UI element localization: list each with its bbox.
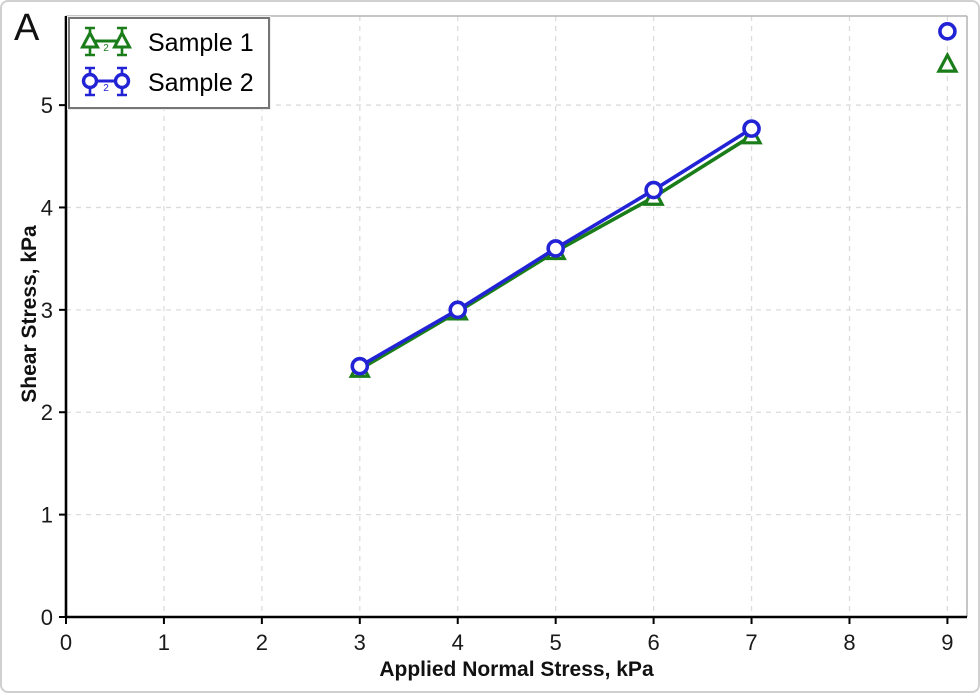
plot-frame: [66, 15, 968, 617]
svg-text:4: 4: [41, 195, 53, 220]
panel-label: A: [14, 7, 40, 49]
legend: 2 Sample 1 2 Sample 2: [68, 17, 270, 109]
svg-text:3: 3: [354, 630, 366, 655]
svg-text:8: 8: [843, 630, 855, 655]
legend-label-sample-1: Sample 1: [148, 28, 254, 57]
triangle-error-bar-icon: 2: [79, 26, 133, 57]
svg-text:0: 0: [60, 630, 72, 655]
svg-text:1: 1: [158, 630, 170, 655]
tick-marks-and-labels: 0 1 2 3 4 5 6 7 8 9 0 1 2 3 4 5: [41, 93, 954, 655]
svg-text:4: 4: [452, 630, 464, 655]
svg-text:0: 0: [41, 605, 53, 630]
svg-text:3: 3: [41, 298, 53, 323]
gridlines: [66, 16, 967, 617]
axes: [64, 16, 967, 619]
circle-error-bar-icon: 2: [81, 66, 131, 97]
svg-text:1: 1: [41, 503, 53, 528]
svg-text:5: 5: [550, 630, 562, 655]
svg-text:2: 2: [103, 83, 109, 94]
svg-text:5: 5: [41, 93, 53, 118]
legend-item-sample-2: 2 Sample 2: [78, 63, 254, 103]
x-axis-title: Applied Normal Stress, kPa: [379, 658, 654, 681]
series-sample-2: [350, 22, 957, 376]
svg-text:6: 6: [647, 630, 659, 655]
y-axis-title: Shear Stress, kPa: [18, 225, 41, 403]
svg-text:7: 7: [745, 630, 757, 655]
svg-text:2: 2: [256, 630, 268, 655]
svg-text:2: 2: [41, 400, 53, 425]
svg-text:9: 9: [941, 630, 953, 655]
svg-text:2: 2: [103, 43, 109, 54]
legend-item-sample-1: 2 Sample 1: [78, 23, 254, 63]
legend-label-sample-2: Sample 2: [148, 68, 254, 97]
